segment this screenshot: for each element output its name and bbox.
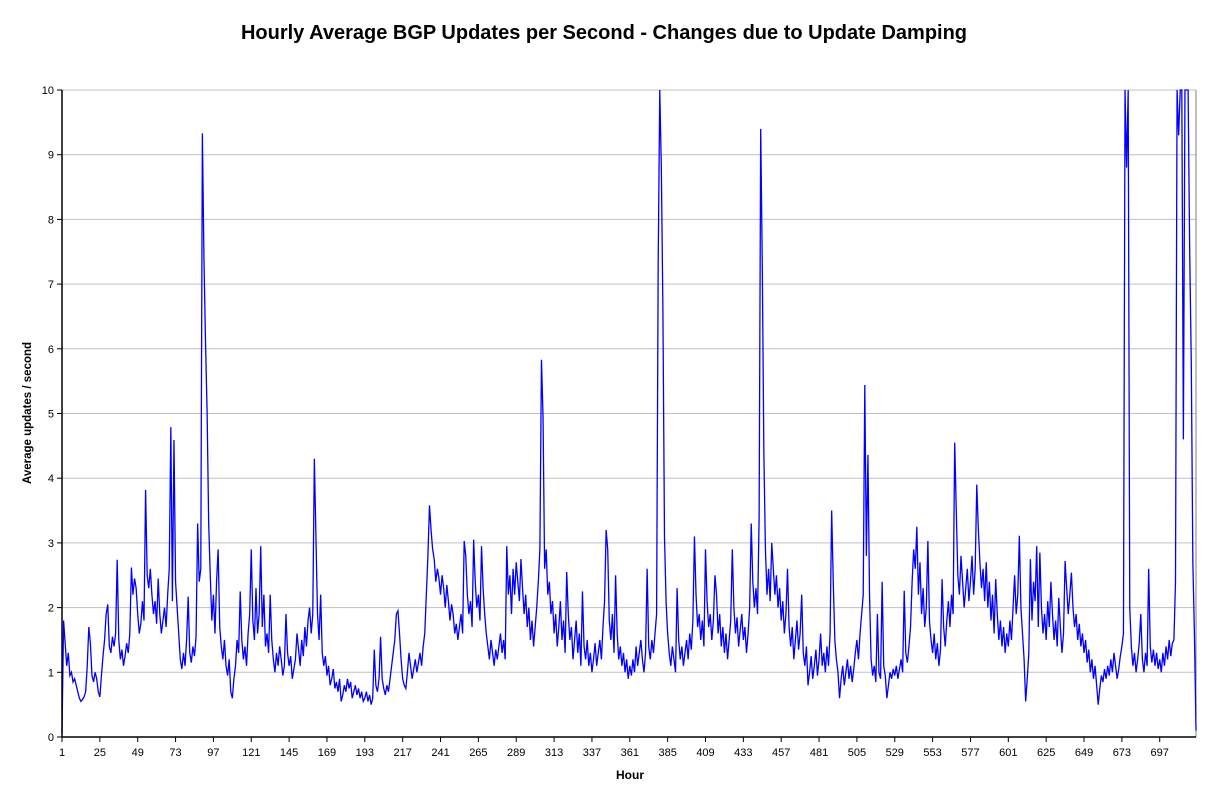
x-tick-label: 121	[242, 747, 260, 759]
x-tick-label: 409	[696, 747, 714, 759]
y-tick-label: 5	[48, 409, 54, 421]
y-tick-label: 7	[48, 279, 54, 291]
x-tick-label: 217	[393, 747, 411, 759]
x-tick-label: 193	[356, 747, 374, 759]
y-tick-label: 10	[42, 85, 54, 97]
x-tick-label: 337	[583, 747, 601, 759]
y-tick-label: 8	[48, 214, 54, 226]
y-tick-label: 3	[48, 538, 54, 550]
data-line	[61, 89, 1197, 734]
x-tick-label: 361	[621, 747, 639, 759]
x-tick-label: 553	[923, 747, 941, 759]
x-tick-label: 73	[169, 747, 181, 759]
x-tick-label: 601	[999, 747, 1017, 759]
x-tick-label: 289	[507, 747, 525, 759]
y-tick-label: 4	[48, 473, 54, 485]
x-tick-label: 649	[1075, 747, 1093, 759]
x-tick-label: 241	[431, 747, 449, 759]
y-axis-title: Average updates / second	[22, 341, 34, 485]
x-tick-label: 457	[772, 747, 790, 759]
x-tick-label: 385	[658, 747, 676, 759]
x-tick-label: 673	[1113, 747, 1131, 759]
y-tick-label: 6	[48, 344, 54, 356]
x-tick-label: 481	[810, 747, 828, 759]
x-tick-label: 529	[886, 747, 904, 759]
y-tick-label: 2	[48, 603, 54, 615]
chart-title: Hourly Average BGP Updates per Second - …	[240, 22, 968, 44]
y-tick-label: 9	[48, 150, 54, 162]
x-tick-label: 697	[1151, 747, 1169, 759]
x-tick-label: 265	[469, 747, 487, 759]
x-tick-label: 505	[848, 747, 866, 759]
x-tick-label: 145	[280, 747, 298, 759]
x-tick-label: 1	[59, 747, 65, 759]
x-tick-label: 25	[94, 747, 106, 759]
x-tick-label: 625	[1037, 747, 1055, 759]
x-tick-label: 433	[734, 747, 752, 759]
x-tick-label: 577	[961, 747, 979, 759]
x-axis-title: Hour	[616, 768, 644, 782]
y-tick-label: 0	[48, 732, 54, 744]
x-tick-label: 313	[545, 747, 563, 759]
y-tick-label: 1	[48, 667, 54, 679]
x-tick-label: 169	[318, 747, 336, 759]
x-tick-label: 97	[207, 747, 219, 759]
x-tick-label: 49	[132, 747, 144, 759]
